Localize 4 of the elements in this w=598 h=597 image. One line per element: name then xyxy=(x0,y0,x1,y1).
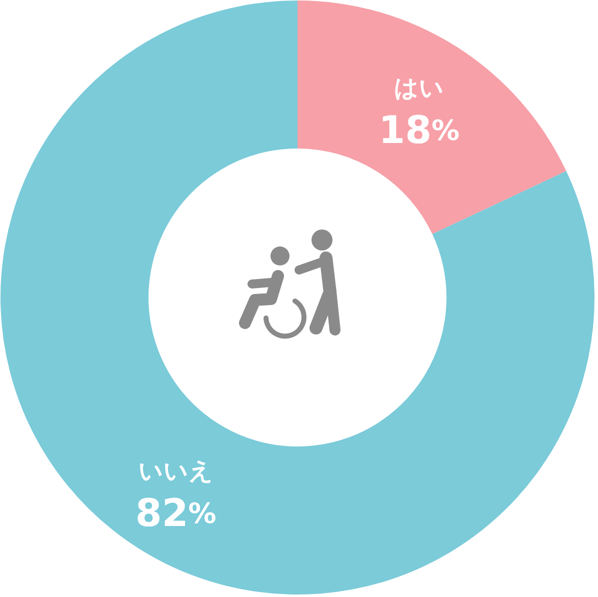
data-label: 82% xyxy=(135,491,216,536)
data-label: 18% xyxy=(378,108,460,152)
slice-label: いいえ xyxy=(138,457,214,486)
slice-label: はい xyxy=(394,74,444,102)
